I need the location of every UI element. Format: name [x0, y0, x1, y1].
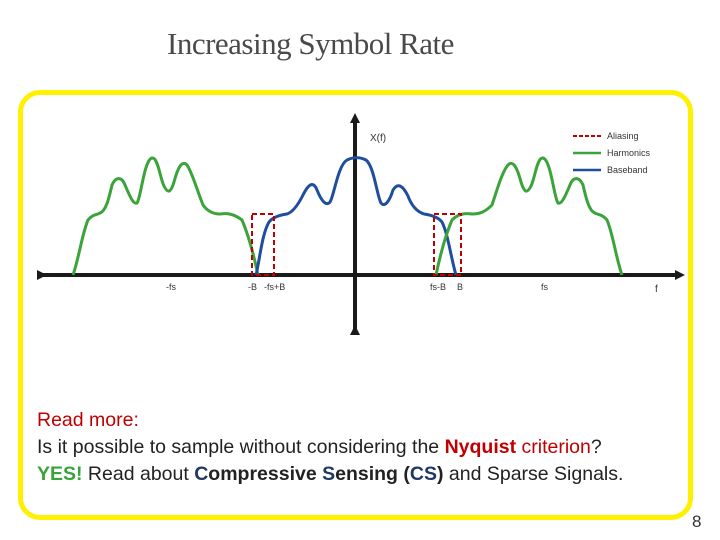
tick-label-neg-b: -B — [248, 282, 257, 292]
slide-title: Increasing Symbol Rate — [167, 26, 454, 61]
yellow-frame — [18, 90, 693, 520]
baseband-curve — [254, 156, 458, 276]
read-more-note: Read more: Is it possible to sample with… — [37, 407, 697, 488]
yes-word: YES! — [37, 463, 83, 485]
nyquist-word: Nyquist — [444, 436, 517, 458]
legend-harmonics-label: Harmonics — [607, 148, 651, 158]
legend-baseband-label: Baseband — [607, 165, 648, 175]
harmonic-curve-right — [434, 156, 624, 276]
paren-open: ( — [403, 463, 410, 485]
ompressive-word: ompressive — [208, 463, 323, 485]
aliasing-box-left — [251, 213, 275, 276]
note-heading: Read more: — [37, 407, 697, 434]
page-number: 8 — [692, 512, 702, 531]
y-axis-label: X(f) — [370, 133, 386, 144]
paren-close: ) — [436, 463, 444, 485]
note-line2-suffix: and Sparse Signals. — [443, 463, 624, 485]
cs-letter-c: C — [194, 463, 209, 485]
tick-label-fs-minus-b: fs-B — [430, 282, 446, 292]
note-line-1: Is it possible to sample without conside… — [37, 434, 697, 461]
note-line-2: YES! Read about Compressive Sensing (CS)… — [37, 461, 697, 488]
note-line1-suffix: ? — [590, 436, 602, 458]
tick-label-neg-fs: -fs — [166, 282, 176, 292]
note-heading-text: Read more: — [37, 409, 139, 431]
tick-label-neg-fs-plus-b: -fs+B — [264, 282, 285, 292]
criterion-word: criterion — [521, 436, 591, 458]
tick-label-b: B — [457, 282, 463, 292]
ensing-word: ensing — [335, 463, 404, 485]
x-axis-label: f — [655, 284, 658, 295]
aliasing-box-right — [433, 213, 462, 276]
tick-label-fs: fs — [541, 282, 549, 292]
cs-letter-s: S — [322, 463, 336, 485]
harmonic-curve-left — [71, 156, 260, 276]
legend-aliasing-label: Aliasing — [607, 131, 639, 141]
note-line1-prefix: Is it possible to sample without conside… — [37, 436, 445, 458]
note-line2-read: Read about — [82, 463, 195, 485]
cs-abbrev: CS — [409, 463, 437, 485]
legend: Aliasing Harmonics Baseband — [573, 131, 651, 175]
